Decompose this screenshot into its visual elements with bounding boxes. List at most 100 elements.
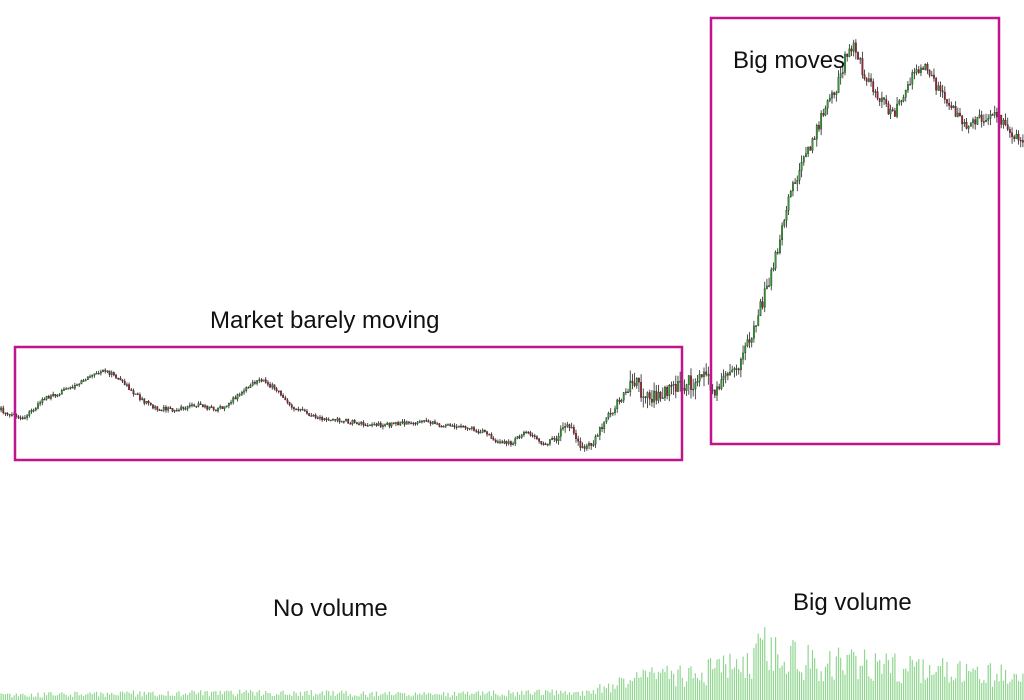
volume-bar [590, 693, 592, 700]
volume-bar [39, 697, 41, 700]
volume-bar [108, 694, 111, 700]
volume-bar [399, 692, 401, 700]
volume-bar [438, 694, 440, 700]
volume-bar [4, 694, 7, 700]
volume-bar [592, 690, 594, 700]
volume-bar [564, 691, 566, 700]
candle-body [475, 430, 478, 432]
volume-bar [267, 693, 269, 700]
volume-bar [540, 695, 542, 700]
candle-body [145, 401, 148, 404]
volume-bar [950, 676, 952, 700]
candle-body [633, 382, 636, 386]
candle-body [698, 374, 701, 382]
candle-body [818, 125, 820, 130]
volume-bar [67, 696, 69, 700]
candle-body [559, 428, 562, 437]
volume-bar [926, 677, 929, 700]
candle-body [280, 390, 282, 396]
candle-body [171, 408, 174, 412]
candle-body [907, 84, 909, 91]
candle-body [395, 422, 397, 424]
volume-bar [373, 696, 375, 700]
candle-body [345, 419, 347, 422]
candle-body [399, 421, 402, 426]
volume-bar [861, 665, 863, 700]
candle-body [379, 422, 382, 427]
volume-bar [43, 692, 46, 700]
candle-body [674, 384, 677, 392]
volume-bar [33, 696, 35, 700]
volume-bar [289, 694, 291, 700]
candle-body [468, 428, 471, 430]
volume-bar [807, 644, 809, 700]
volume-bar [388, 691, 391, 700]
volume-bar [72, 697, 74, 700]
candle-body [523, 432, 525, 436]
volume-bar [102, 693, 104, 700]
volume-bar [944, 676, 946, 700]
candle-body [201, 404, 204, 408]
candle-body [937, 85, 940, 91]
volume-bar [98, 696, 100, 700]
volume-bar [902, 668, 905, 700]
volume-bar [879, 659, 881, 700]
volume-bar [692, 678, 694, 700]
candle-body [972, 119, 974, 123]
candle-body [783, 220, 786, 226]
volume-bar [614, 688, 616, 700]
volume-bar [236, 693, 239, 700]
candle-body [217, 407, 219, 412]
volume-bar [213, 691, 215, 700]
candle-body [234, 397, 237, 400]
candle-body [813, 138, 816, 140]
candle-body [247, 387, 250, 389]
volume-bar [931, 675, 933, 700]
volume-bar [610, 692, 612, 700]
candle-body [1008, 129, 1011, 133]
volume-bar [896, 681, 898, 700]
candle-body [76, 384, 78, 386]
candle-body [4, 412, 7, 414]
volume-bar [152, 691, 154, 700]
candle-body [32, 409, 35, 412]
candle-body [557, 436, 560, 441]
candle-body [826, 100, 829, 109]
candle-body [518, 436, 521, 438]
candle-body [2, 407, 5, 413]
volume-bar [195, 694, 197, 700]
candle-body [37, 403, 39, 409]
volume-bar [712, 669, 714, 700]
volume-bar [846, 654, 848, 700]
candle-body [995, 112, 998, 118]
volume-bar [670, 670, 673, 700]
candle-body [844, 53, 846, 73]
volume-bar [646, 677, 649, 700]
volume-bar [542, 694, 545, 700]
volume-bar [575, 691, 577, 700]
candle-body [683, 388, 686, 391]
candle-body [227, 403, 230, 406]
volume-bar [1000, 664, 1002, 700]
volume-bar [892, 657, 894, 700]
volume-bar [532, 694, 534, 700]
candle-body [425, 420, 428, 422]
candle-body [1006, 124, 1009, 130]
candle-body [91, 375, 94, 377]
volume-bar [963, 680, 965, 700]
volume-bar [30, 693, 33, 700]
volume-bar [158, 694, 161, 700]
candle-body [284, 397, 287, 401]
candle-body [841, 72, 844, 74]
candle-body [364, 424, 367, 427]
candle-body [677, 381, 679, 392]
volume-bar [232, 694, 234, 700]
volume-bar [219, 690, 221, 700]
candle-body [876, 91, 879, 99]
candle-body [99, 371, 102, 374]
volume-bar [299, 691, 302, 700]
volume-bar [588, 690, 590, 700]
candle-body [6, 413, 9, 415]
candle-body [147, 401, 150, 404]
candle-body [687, 375, 690, 385]
